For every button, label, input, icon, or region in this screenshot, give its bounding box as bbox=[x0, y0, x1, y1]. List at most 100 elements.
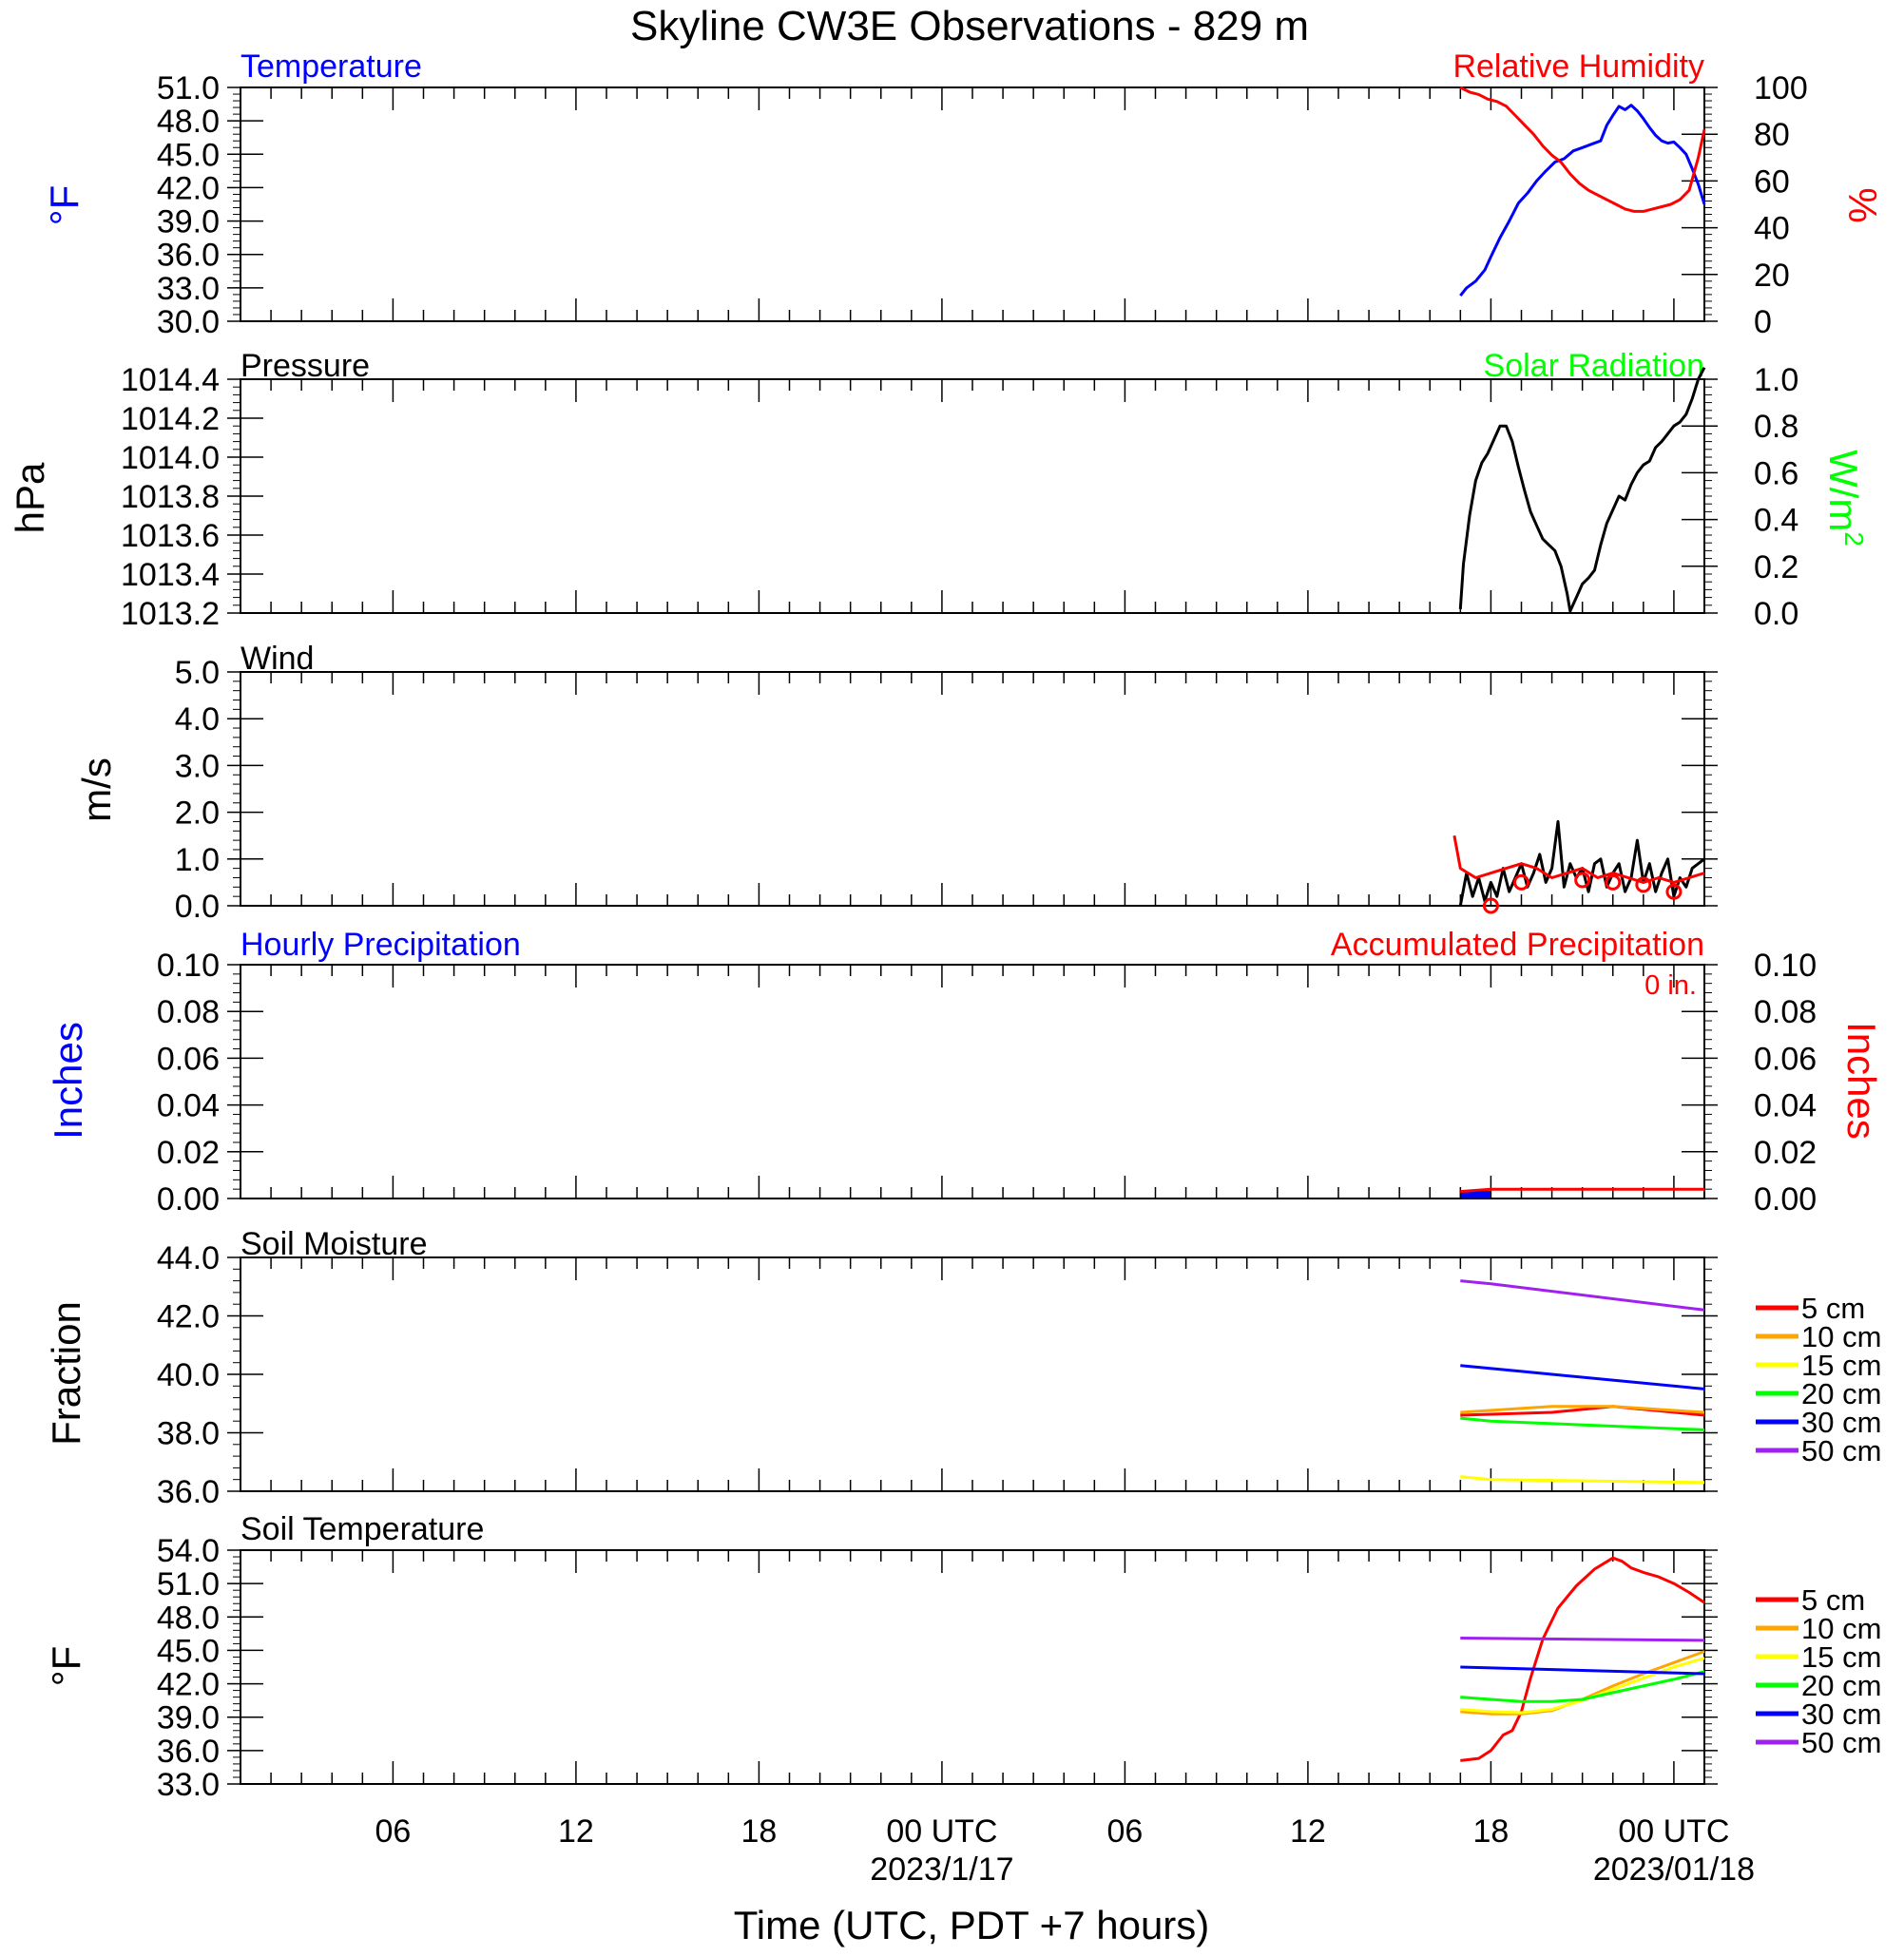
panel-soil-moisture: Soil Moisture Fraction bbox=[44, 1226, 428, 1446]
y-tick-label: 42.0 bbox=[157, 170, 220, 206]
y-tick-label: 48.0 bbox=[157, 1600, 220, 1636]
y2-tick-label: 20 bbox=[1754, 258, 1790, 294]
x-tick-label: 18 bbox=[1473, 1813, 1510, 1850]
y2-tick-label: 0.8 bbox=[1754, 409, 1798, 445]
y-tick-label: 39.0 bbox=[157, 204, 220, 240]
x-date-label: 2023/1/17 bbox=[870, 1851, 1013, 1888]
y-tick-label: 33.0 bbox=[157, 1767, 220, 1803]
legend-label: 30 cm bbox=[1801, 1406, 1881, 1439]
y2-tick-label: 0.2 bbox=[1754, 549, 1798, 585]
chart-title: Skyline CW3E Observations - 829 m bbox=[630, 3, 1309, 49]
gust-marker bbox=[1513, 873, 1529, 891]
chart-marks: 51.048.045.042.039.036.033.030.010080604… bbox=[121, 70, 1881, 1888]
legend-label: 20 cm bbox=[1801, 1377, 1881, 1410]
y-tick-label: 1013.2 bbox=[121, 596, 220, 632]
panel-pressure: Pressure Solar Radiation hPa W/m2 bbox=[8, 348, 1869, 547]
series-10-cm bbox=[1460, 1405, 1705, 1414]
x-tick-label: 12 bbox=[558, 1813, 594, 1850]
temperature-ylabel: °F bbox=[42, 185, 87, 225]
panel-wind-plot: 5.0 4.0 3.0 2.0 1.0 0.0 bbox=[175, 655, 1718, 925]
series-50-cm bbox=[1460, 1279, 1705, 1312]
pressure-ylabel: hPa bbox=[8, 462, 52, 533]
y-tick-label: 36.0 bbox=[157, 1474, 220, 1510]
soil-temperature-ylabel: °F bbox=[44, 1646, 88, 1686]
y2-tick-label: 0.00 bbox=[1754, 1181, 1817, 1218]
accum-precip-title: Accumulated Precipitation bbox=[1331, 927, 1704, 963]
y2-tick-label: 0.02 bbox=[1754, 1135, 1817, 1171]
y-tick-label: 0.02 bbox=[157, 1135, 220, 1171]
y2-tick-label: 0.6 bbox=[1754, 455, 1798, 491]
y2-tick-label: 40 bbox=[1754, 211, 1790, 247]
gust-marker bbox=[1635, 876, 1652, 893]
series-accumulated-precipitation bbox=[1460, 1187, 1704, 1194]
wind-ylabel: m/s bbox=[74, 757, 119, 822]
accum-precip-total: 0 in. bbox=[1644, 970, 1697, 1001]
y2-tick-label: 0.08 bbox=[1754, 994, 1817, 1030]
legend-label: 10 cm bbox=[1801, 1612, 1881, 1645]
y2-tick-label: 100 bbox=[1754, 70, 1808, 106]
panel-temperature: Temperature Relative Humidity °F % bbox=[42, 48, 1885, 225]
y-tick-label: 54.0 bbox=[157, 1533, 220, 1569]
y-tick-label: 51.0 bbox=[157, 70, 220, 106]
legend-label: 50 cm bbox=[1801, 1434, 1881, 1467]
gust-marker bbox=[1482, 897, 1499, 914]
x-tick-label: 18 bbox=[741, 1813, 778, 1850]
x-tick-label: 12 bbox=[1290, 1813, 1326, 1850]
y-tick-label: 4.0 bbox=[175, 701, 220, 738]
x-axis-label: Time (UTC, PDT +7 hours) bbox=[734, 1903, 1210, 1947]
y-tick-label: 0.10 bbox=[157, 948, 220, 984]
y-tick-label: 45.0 bbox=[157, 1633, 220, 1669]
panel-wind: Wind m/s bbox=[74, 641, 314, 822]
hourly-precip-title: Hourly Precipitation bbox=[240, 927, 521, 963]
humidity-title: Relative Humidity bbox=[1452, 48, 1704, 85]
gust-marker bbox=[1665, 883, 1683, 900]
y-tick-label: 30.0 bbox=[157, 304, 220, 340]
temperature-title: Temperature bbox=[240, 48, 422, 85]
solar-title: Solar Radiation bbox=[1484, 348, 1704, 384]
legend-label: 50 cm bbox=[1801, 1726, 1881, 1759]
legend-label: 30 cm bbox=[1801, 1697, 1881, 1731]
y-tick-label: 0.08 bbox=[157, 994, 220, 1030]
y2-tick-label: 0 bbox=[1754, 304, 1772, 340]
series-30-cm bbox=[1460, 1364, 1705, 1390]
y2-tick-label: 0.0 bbox=[1754, 596, 1798, 632]
panel-soil-temperature: Soil Temperature °F bbox=[44, 1511, 484, 1686]
series-15-cm bbox=[1460, 1475, 1705, 1485]
y-tick-label: 44.0 bbox=[157, 1240, 220, 1276]
y-tick-label: 5.0 bbox=[175, 655, 220, 691]
y-tick-label: 1014.4 bbox=[121, 362, 220, 398]
y-tick-label: 0.00 bbox=[157, 1181, 220, 1218]
y-tick-label: 36.0 bbox=[157, 238, 220, 274]
y-tick-label: 1014.2 bbox=[121, 401, 220, 437]
pressure-title: Pressure bbox=[240, 348, 370, 384]
y2-tick-label: 0.04 bbox=[1754, 1088, 1817, 1124]
gust-marker bbox=[1574, 872, 1591, 889]
series-relative-humidity bbox=[1459, 86, 1706, 213]
y-tick-label: 0.06 bbox=[157, 1041, 220, 1077]
legend-label: 5 cm bbox=[1801, 1292, 1865, 1325]
gust-marker bbox=[1605, 873, 1622, 891]
y-tick-label: 38.0 bbox=[157, 1416, 220, 1452]
y2-tick-label: 80 bbox=[1754, 117, 1790, 153]
solar-ylabel: W/m2 bbox=[1821, 450, 1869, 547]
series-20-cm bbox=[1460, 1670, 1705, 1703]
y-tick-label: 1013.4 bbox=[121, 557, 220, 593]
panel-precip-plot: 0.10 0.08 0.06 0.04 0.02 0.00 0.10 0.08 0.06 0.04… bbox=[157, 948, 1817, 1218]
y-tick-label: 1.0 bbox=[175, 842, 220, 878]
x-tick-label: 00 UTC bbox=[886, 1813, 997, 1850]
y-tick-label: 1014.0 bbox=[121, 440, 220, 476]
y-tick-label: 42.0 bbox=[157, 1667, 220, 1703]
y-tick-label: 42.0 bbox=[157, 1299, 220, 1335]
x-tick-label: 00 UTC bbox=[1618, 1813, 1729, 1850]
legend-label: 15 cm bbox=[1801, 1640, 1881, 1674]
soil-moisture-title: Soil Moisture bbox=[240, 1226, 428, 1262]
y2-tick-label: 0.06 bbox=[1754, 1041, 1817, 1077]
y2-tick-label: 1.0 bbox=[1754, 362, 1798, 398]
y-tick-label: 0.04 bbox=[157, 1088, 220, 1124]
humidity-ylabel: % bbox=[1840, 187, 1885, 222]
y-tick-label: 1013.8 bbox=[121, 479, 220, 515]
